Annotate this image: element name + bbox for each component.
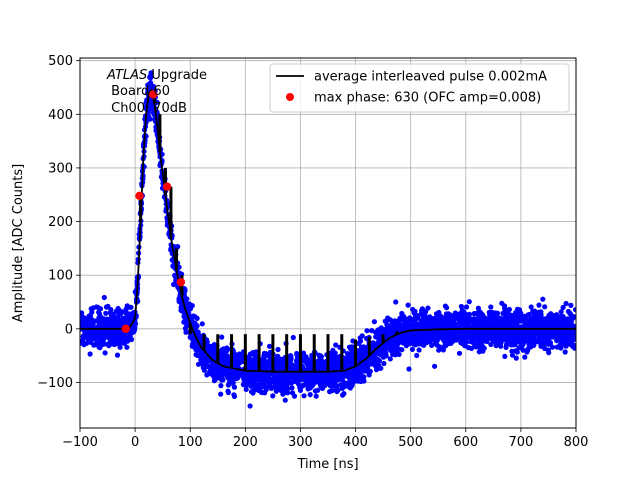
max-phase-point	[135, 191, 144, 201]
x-axis-label: Time [ns]	[296, 457, 358, 472]
max-phase-point	[149, 90, 158, 99]
x-tick-label: 700	[508, 435, 533, 450]
y-axis-ticks: −100 0 100 200 300 400 500	[37, 54, 80, 391]
y-tick-label: 0	[65, 322, 73, 337]
x-tick-label: 0	[131, 435, 139, 450]
measurement-dots	[80, 70, 576, 409]
plot-frame	[79, 57, 577, 429]
legend-label-max-phase: max phase: 630 (OFC amp=0.008)	[314, 91, 541, 106]
annotation-channel: Ch00 70dB	[107, 101, 187, 116]
max-phase-point	[176, 277, 186, 287]
legend: average interleaved pulse 0.002mA max ph…	[269, 63, 570, 113]
x-tick-label: 100	[178, 435, 203, 450]
average-pulse-curve	[80, 88, 576, 373]
x-tick-label: 600	[453, 435, 478, 450]
y-tick-label: 100	[48, 269, 73, 284]
legend-point-swatch	[286, 93, 294, 101]
max-phase-point	[121, 324, 130, 333]
x-tick-label: 400	[343, 435, 368, 450]
legend-label-average: average interleaved pulse 0.002mA	[314, 70, 547, 85]
atlas-annotation: ATLAS Upgrade Board 60 Ch00 70dB	[106, 68, 207, 116]
x-tick-label: −100	[62, 435, 98, 450]
annotation-upgrade: Upgrade	[147, 68, 207, 83]
measurement-scatter	[80, 70, 576, 409]
y-tick-label: 300	[48, 161, 73, 176]
y-axis-label: Amplitude [ADC Counts]	[11, 164, 26, 322]
max-phase-points	[121, 90, 186, 333]
grid	[79, 58, 577, 428]
x-tick-label: 500	[398, 435, 423, 450]
x-axis-ticks: −100 0 100 200 300 400 500 600 700 800	[62, 428, 588, 450]
x-tick-label: 800	[564, 435, 589, 450]
legend-box	[269, 63, 570, 113]
annotation-atlas: ATLAS	[106, 68, 147, 83]
annotation-line-1: ATLAS Upgrade	[106, 68, 207, 83]
y-tick-label: 200	[48, 215, 73, 230]
y-tick-label: −100	[37, 376, 73, 391]
y-tick-label: 500	[48, 54, 73, 69]
x-tick-label: 300	[288, 435, 313, 450]
max-phase-point	[162, 182, 172, 191]
y-tick-label: 400	[48, 108, 73, 123]
annotation-board: Board 60	[107, 84, 170, 99]
x-tick-label: 200	[233, 435, 258, 450]
